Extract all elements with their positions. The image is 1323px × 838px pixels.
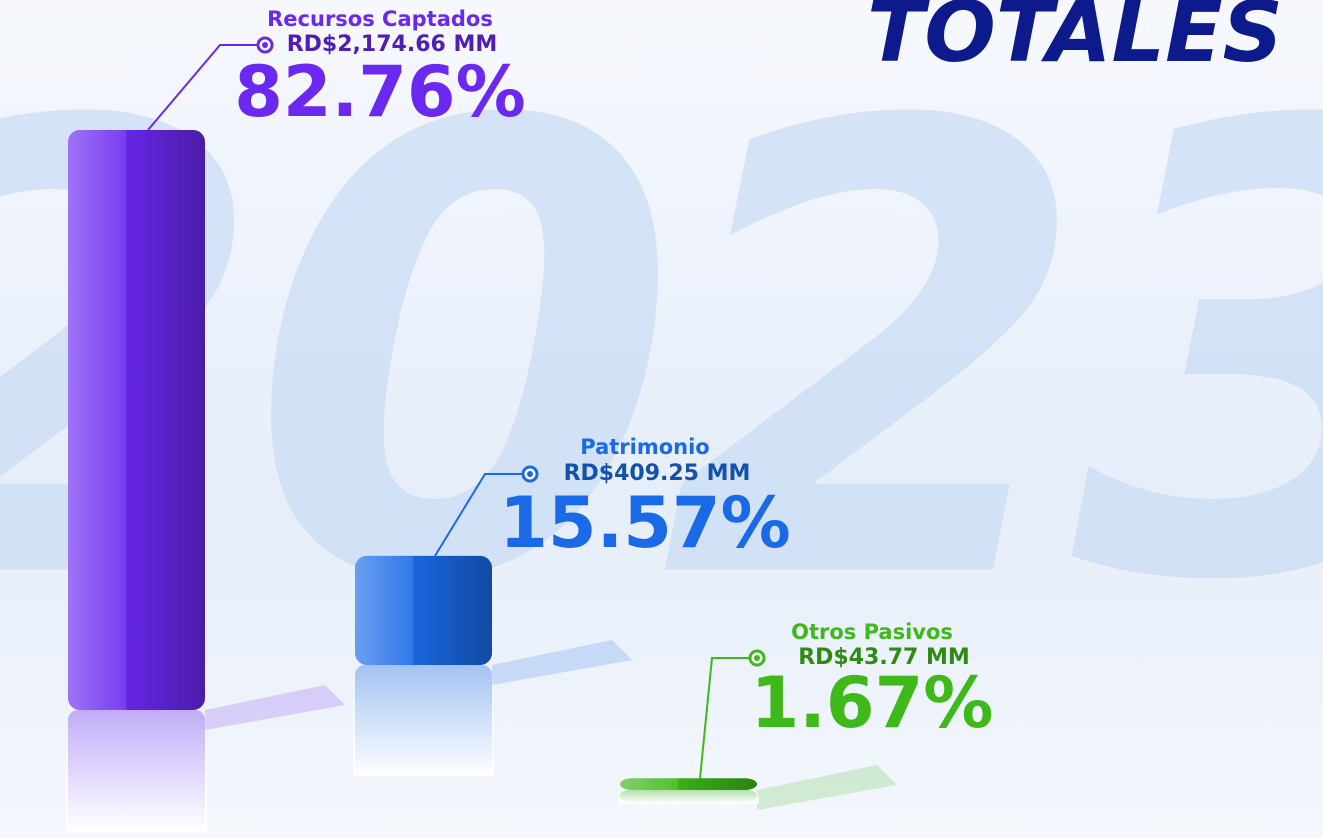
category-label: Otros Pasivos <box>791 620 953 644</box>
chart-title: TOTALES <box>867 0 1283 81</box>
bar-reflection-fade <box>618 790 759 804</box>
leader-line <box>147 44 265 131</box>
leader-line <box>434 473 530 557</box>
leader-dot-core <box>262 42 268 48</box>
value-label: 1.67% <box>751 662 994 744</box>
category-label: Recursos Captados <box>267 7 493 31</box>
amount-label: RD$409.25 MM <box>564 461 751 486</box>
leader-dot-core <box>527 471 533 477</box>
bar-reflection-fade <box>66 710 207 832</box>
value-label: 15.57% <box>499 482 791 564</box>
bar-shading <box>68 130 205 710</box>
bar-shadow <box>757 765 897 810</box>
bar-shading <box>620 778 757 790</box>
bar-shadow <box>492 640 632 685</box>
bar-reflection-fade <box>353 665 494 777</box>
bar-shadow <box>205 685 345 730</box>
leader-dot-core <box>754 655 760 661</box>
leader-line <box>699 657 757 779</box>
amount-label: RD$2,174.66 MM <box>287 32 498 57</box>
bar-shading <box>355 555 492 665</box>
value-label: 82.76% <box>234 51 526 133</box>
background-year: 2023 <box>0 0 1323 717</box>
category-label: Patrimonio <box>580 435 709 459</box>
amount-label: RD$43.77 MM <box>798 645 970 670</box>
